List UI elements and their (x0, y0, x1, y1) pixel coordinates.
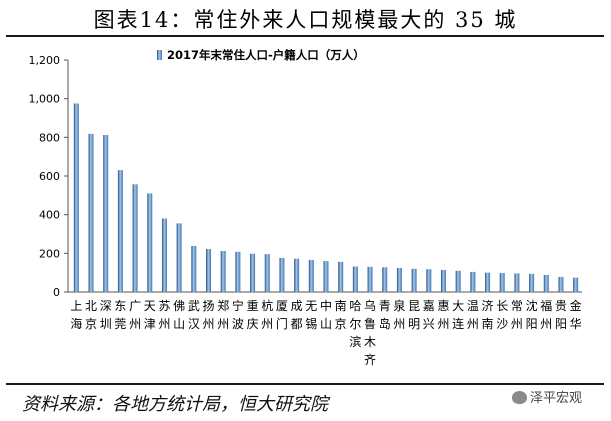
x-tick-label: 东莞 (114, 299, 126, 331)
x-tick-label: 济南 (482, 298, 494, 331)
x-tick-label: 金华 (570, 298, 582, 331)
x-tick-label: 泉州 (393, 299, 405, 331)
x-tick-label: 宁波 (232, 298, 244, 331)
source-note: 资料来源：各地方统计局，恒大研究院 (22, 394, 328, 415)
x-tick-label: 重庆 (247, 299, 259, 331)
bar (132, 184, 138, 292)
legend-swatch (157, 50, 162, 60)
x-tick-label: 大连 (452, 299, 464, 331)
x-tick-label: 苏州 (158, 299, 170, 331)
legend-label: 2017年末常住人口-户籍人口（万人） (167, 48, 365, 62)
x-tick-label: 天津 (144, 299, 156, 331)
bar (147, 193, 153, 292)
bar (426, 269, 432, 292)
x-tick-label: 成都 (291, 299, 303, 331)
y-axis: 0 200 400 600 800 1,000 1,200 (29, 54, 582, 299)
x-tick-label: 南京 (335, 298, 347, 331)
x-axis-labels: 上海北京深圳东莞广州天津苏州佛山武汉扬州郑州宁波重庆杭州厦门成都无锡中山南京哈尔… (70, 298, 581, 367)
x-tick-label: 深圳 (100, 299, 112, 331)
x-tick-label: 常州 (511, 299, 523, 331)
bar (396, 268, 402, 292)
bar (382, 267, 388, 292)
bar (440, 269, 446, 292)
x-tick-label: 福州 (540, 298, 552, 331)
bar (352, 266, 358, 292)
x-tick-label: 乌鲁木齐 (364, 298, 376, 367)
bar (529, 273, 535, 292)
bar (73, 103, 79, 292)
watermark: 泽平宏观 (512, 387, 582, 406)
bar (117, 170, 123, 292)
x-tick-label: 嘉兴 (423, 299, 435, 331)
bar (499, 273, 505, 292)
bar (279, 257, 285, 292)
x-tick-label: 佛山 (173, 299, 185, 331)
x-tick-label: 扬州 (203, 298, 215, 331)
bar (264, 254, 270, 292)
wechat-logo-icon (512, 391, 527, 404)
y-tick-label: 400 (39, 209, 60, 222)
x-tick-label: 哈尔滨 (349, 299, 361, 349)
top-rule (6, 35, 604, 37)
bar (367, 266, 373, 292)
bar (250, 253, 256, 292)
bar (455, 270, 461, 292)
bar (220, 251, 226, 292)
x-tick-label: 杭州 (261, 298, 273, 331)
y-tick-label: 1,000 (29, 93, 61, 106)
bar (338, 261, 344, 292)
x-tick-label: 厦门 (276, 299, 288, 331)
bar (470, 271, 476, 292)
x-tick-label: 昆明 (408, 299, 420, 331)
x-tick-label: 青岛 (379, 299, 391, 331)
x-tick-label: 北京 (85, 299, 97, 331)
bar (514, 273, 520, 292)
watermark-text: 泽平宏观 (530, 391, 583, 406)
chart-legend: 2017年末常住人口-户籍人口（万人） (157, 48, 365, 62)
bar (485, 272, 491, 292)
y-tick-label: 800 (39, 131, 60, 144)
y-tick-label: 200 (39, 247, 60, 260)
y-tick-label: 600 (39, 170, 60, 183)
y-tick-label: 1,200 (29, 54, 61, 67)
bar (235, 251, 241, 292)
bar (543, 274, 549, 292)
x-tick-label: 武汉 (188, 299, 200, 331)
x-tick-label: 上海 (70, 299, 82, 331)
x-tick-label: 沈阳 (526, 298, 538, 331)
bar (191, 245, 197, 292)
figure-title: 图表14：常住外来人口规模最大的 35 城 (93, 8, 518, 32)
bar (88, 133, 94, 292)
x-tick-label: 惠州 (437, 299, 449, 331)
bar (558, 276, 564, 292)
bar (206, 249, 212, 292)
x-tick-label: 温州 (467, 299, 479, 331)
bar-chart: 2017年末常住人口-户籍人口（万人） 0 200 400 600 800 1,000 1,… (29, 48, 582, 367)
y-tick-label: 0 (53, 286, 60, 299)
bar (323, 261, 329, 292)
x-tick-label: 中山 (320, 298, 332, 331)
bar (294, 258, 300, 292)
x-tick-label: 贵阳 (555, 299, 567, 331)
bar (411, 268, 417, 292)
x-tick-label: 无锡 (305, 299, 317, 331)
bar (161, 218, 167, 292)
bar (103, 135, 109, 292)
bar (308, 259, 314, 292)
bar (573, 277, 579, 292)
bottom-rule (6, 383, 604, 385)
x-tick-label: 长沙 (496, 299, 508, 331)
x-tick-label: 郑州 (217, 298, 229, 331)
x-tick-label: 广州 (129, 299, 141, 331)
bars (73, 103, 579, 292)
bar (176, 223, 182, 292)
